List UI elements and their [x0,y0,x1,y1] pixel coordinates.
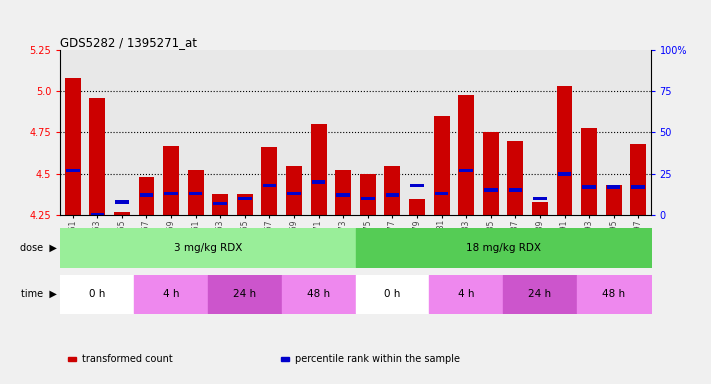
Bar [286,166,302,215]
Bar [508,141,523,215]
Text: 0 h: 0 h [89,289,105,299]
Bar [237,194,253,215]
Bar [115,200,129,204]
Bar [582,185,596,189]
Text: percentile rank within the sample: percentile rank within the sample [295,354,460,364]
Bar [360,174,376,215]
Bar [238,197,252,200]
Bar [90,98,105,215]
Bar [189,192,203,195]
Bar [336,194,350,197]
Text: 18 mg/kg RDX: 18 mg/kg RDX [466,243,540,253]
Text: 4 h: 4 h [458,289,474,299]
Bar [533,197,547,200]
Text: 48 h: 48 h [307,289,330,299]
Bar [262,184,277,187]
Bar [90,213,104,217]
Bar [213,202,227,205]
Bar [557,86,572,215]
Bar [385,166,400,215]
Bar [557,172,572,175]
Text: time  ▶: time ▶ [21,289,57,299]
Bar [508,189,522,192]
Text: 48 h: 48 h [602,289,625,299]
Bar [434,116,449,215]
Bar [139,194,154,197]
Bar [532,202,548,215]
Bar [458,94,474,215]
Bar [483,132,498,215]
Bar [114,212,130,215]
Bar [385,194,399,197]
Bar [312,180,326,184]
Bar [262,147,277,215]
Bar [66,169,80,172]
Bar [484,189,498,192]
Bar [164,192,178,195]
Bar [409,199,425,215]
Bar [188,170,203,215]
Text: 24 h: 24 h [233,289,257,299]
Text: dose  ▶: dose ▶ [20,243,57,253]
Bar [213,194,228,215]
Bar [410,184,424,187]
Bar [163,146,179,215]
Bar [434,192,449,195]
Bar [65,78,81,215]
Text: 24 h: 24 h [528,289,552,299]
Text: 4 h: 4 h [163,289,179,299]
Text: transformed count: transformed count [82,354,173,364]
Bar [607,185,621,189]
Text: 0 h: 0 h [384,289,400,299]
Bar [581,127,597,215]
Bar [459,169,473,172]
Bar [630,144,646,215]
Bar [335,170,351,215]
Bar [631,185,645,189]
Bar [606,185,621,215]
Text: GDS5282 / 1395271_at: GDS5282 / 1395271_at [60,36,197,49]
Bar [311,124,326,215]
Bar [361,197,375,200]
Text: 3 mg/kg RDX: 3 mg/kg RDX [173,243,242,253]
Bar [139,177,154,215]
Bar [287,192,301,195]
